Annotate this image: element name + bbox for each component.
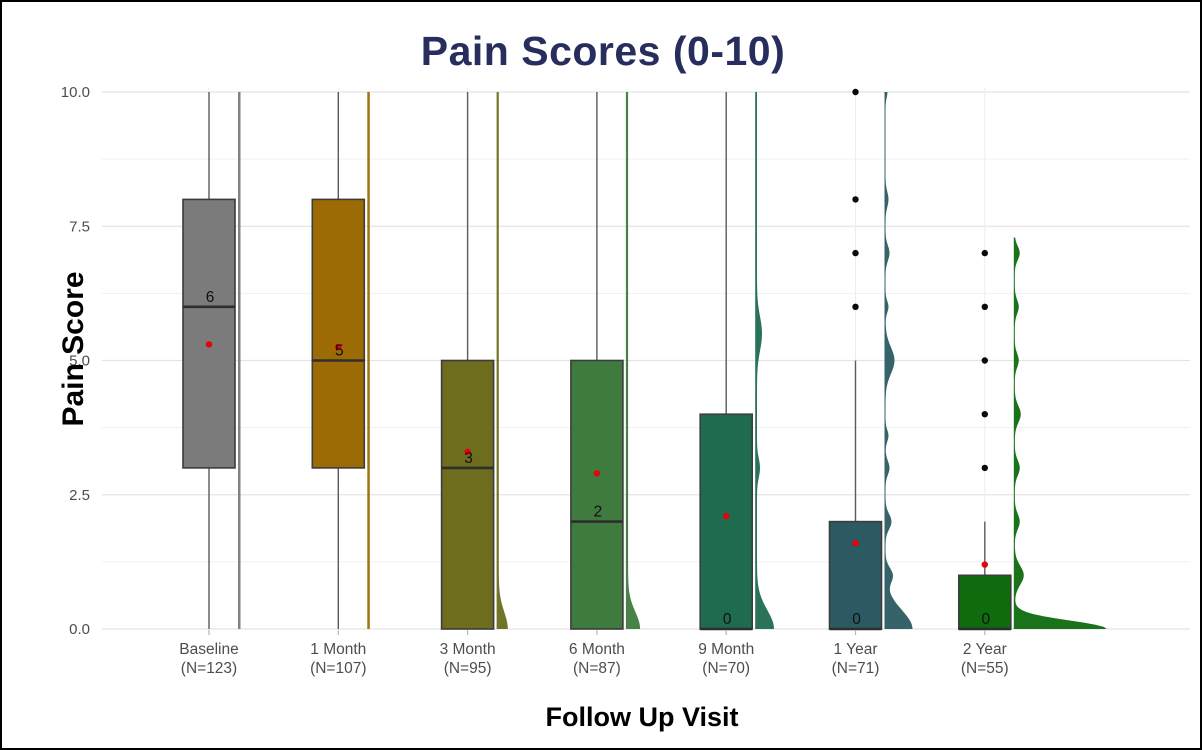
x-tick-label: 6 Month: [569, 641, 625, 658]
median-value-label: 0: [723, 611, 732, 628]
density-cloud: [238, 92, 241, 629]
mean-dot: [723, 513, 730, 520]
median-value-label: 6: [206, 289, 215, 306]
box-3-month: [440, 359, 495, 630]
median-value-label: 5: [335, 343, 344, 360]
outlier-dot: [981, 303, 988, 310]
median-value-label: 0: [852, 611, 861, 628]
outlier-dot: [981, 464, 988, 472]
box-6-month: [570, 359, 624, 630]
outlier-dot: [852, 196, 859, 203]
chart-title: Pain Scores (0-10): [420, 28, 786, 74]
x-tick-n-label: (N=95): [444, 660, 492, 677]
density-cloud: [1013, 236, 1107, 630]
y-tick-label: 10.0: [61, 84, 90, 101]
box-1-year: [828, 520, 883, 630]
median-value-label: 3: [464, 450, 473, 467]
outlier-dot: [852, 249, 859, 257]
x-tick-n-label: (N=87): [573, 660, 621, 677]
box-baseline: [182, 198, 236, 469]
x-tick-n-label: (N=71): [832, 660, 880, 677]
mean-dot: [205, 341, 213, 348]
x-tick-label: 1 Year: [834, 641, 878, 658]
mean-dot: [335, 343, 342, 351]
box-2-year: [957, 574, 1012, 630]
mean-dot: [852, 539, 859, 547]
mean-dot: [981, 561, 988, 568]
mean-dot: [593, 470, 601, 477]
outlier-dot: [852, 88, 859, 96]
density-cloud: [755, 92, 774, 629]
outlier-dot: [981, 357, 988, 364]
x-tick-label: Baseline: [179, 641, 238, 658]
density-cloud: [367, 92, 370, 629]
x-tick-n-label: (N=55): [961, 660, 1009, 677]
outlier-dot: [981, 411, 988, 418]
density-cloud: [625, 92, 641, 629]
x-tick-n-label: (N=70): [702, 660, 750, 677]
median-value-label: 0: [981, 611, 990, 628]
x-tick-n-label: (N=107): [310, 660, 366, 677]
box-1-month: [311, 198, 366, 469]
x-tick-label: 1 Month: [310, 641, 366, 658]
density-cloud: [496, 92, 508, 629]
x-tick-n-label: (N=123): [181, 660, 237, 677]
y-tick-label: 0.0: [69, 621, 90, 638]
x-tick-label: 2 Year: [963, 641, 1007, 658]
x-tick-label: 3 Month: [440, 641, 496, 658]
density-cloud: [884, 92, 913, 629]
median-value-label: 2: [594, 504, 603, 521]
outlier-dot: [981, 249, 988, 257]
y-tick-label: 7.5: [69, 218, 90, 235]
outlier-dot: [852, 303, 859, 310]
y-tick-label: 5.0: [69, 353, 90, 370]
box-9-month: [699, 413, 754, 630]
x-tick-label: 9 Month: [698, 641, 754, 658]
y-axis-title: Pain Score: [57, 271, 90, 427]
mean-dot: [464, 448, 471, 455]
x-axis-title: Follow Up Visit: [545, 702, 739, 732]
y-tick-label: 2.5: [69, 487, 90, 504]
